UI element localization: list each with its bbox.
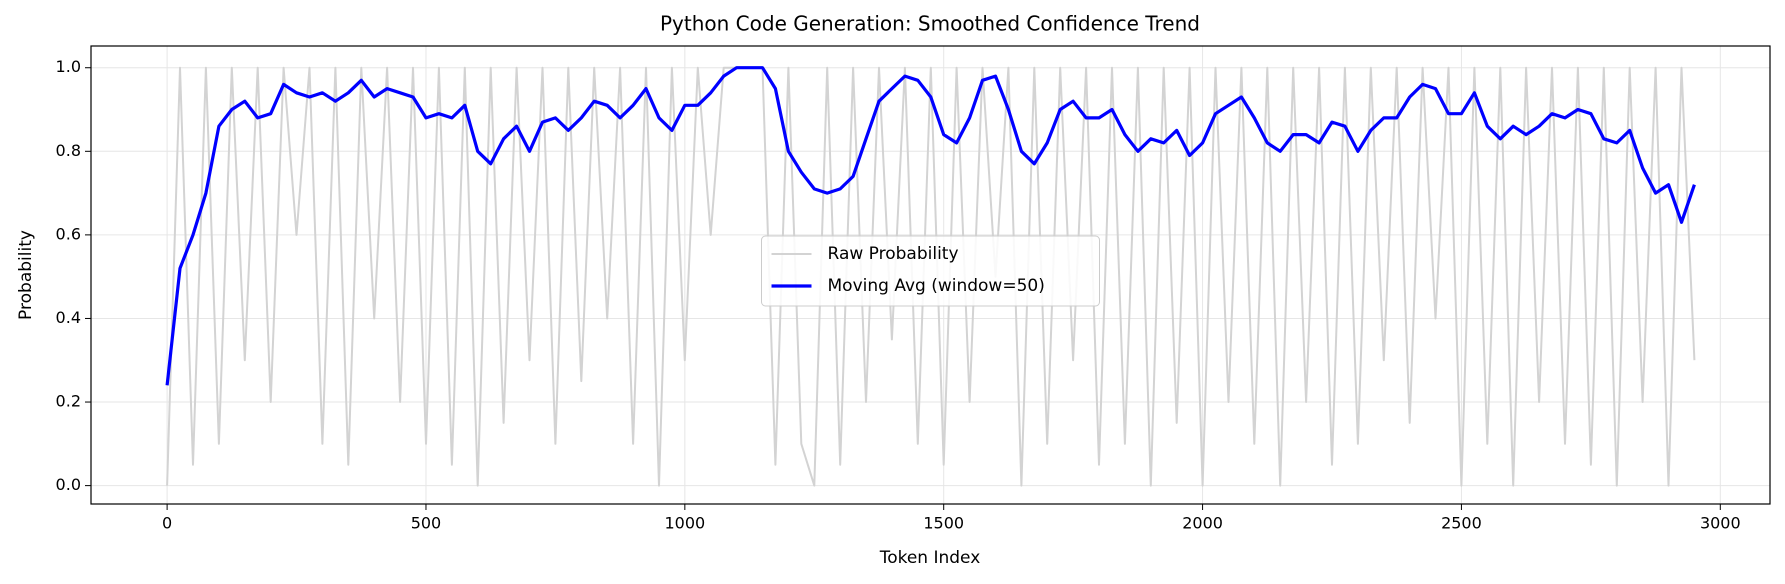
y-tick-label: 0.8 [56, 141, 81, 160]
x-tick-label: 2500 [1441, 514, 1482, 533]
y-tick-label: 0.2 [56, 392, 81, 411]
y-tick-label: 0.4 [56, 308, 81, 327]
y-tick-label: 1.0 [56, 57, 81, 76]
y-axis-label: Probability [16, 230, 36, 320]
legend-label: Raw Probability [828, 244, 959, 264]
legend: Raw Probability Moving Avg (window=50) [761, 235, 1100, 307]
x-tick-label: 500 [411, 514, 442, 533]
x-tick-label: 2000 [1182, 514, 1223, 533]
chart-title: Python Code Generation: Smoothed Confide… [660, 12, 1200, 36]
x-tick-label: 1500 [923, 514, 964, 533]
y-tick-label: 0.0 [56, 475, 81, 494]
legend-label: Moving Avg (window=50) [828, 276, 1045, 296]
x-axis-label: Token Index [879, 548, 981, 568]
y-tick-label: 0.6 [56, 224, 81, 243]
x-tick-label: 1000 [664, 514, 705, 533]
series-line [165, 66, 1696, 386]
x-tick-label: 3000 [1700, 514, 1741, 533]
legend-box [761, 235, 1100, 307]
x-tick-label: 0 [162, 514, 172, 533]
series-line [166, 66, 1696, 487]
plot-frame [90, 45, 1771, 505]
